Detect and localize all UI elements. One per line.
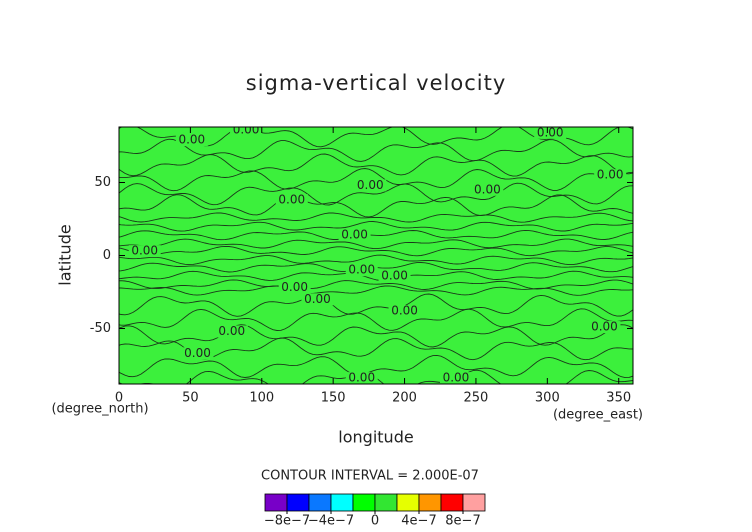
- contour-line: [119, 354, 633, 379]
- contour-label-bg: [301, 293, 334, 306]
- contour-label-bg: [275, 194, 308, 207]
- contour-label-bg: [534, 127, 567, 139]
- contour-label: 0.00: [591, 320, 618, 334]
- contour-line: [119, 168, 633, 192]
- colorbar-tick-label: −4e−7: [308, 514, 354, 529]
- contour-label-bg: [338, 229, 371, 242]
- contour-label-bg: [128, 245, 161, 258]
- contour-label: 0.00: [391, 303, 418, 317]
- contour-label-bg: [439, 372, 472, 384]
- contour-label-bg: [230, 127, 263, 136]
- colorbar-swatch: [352, 493, 376, 512]
- contour-label: 0.00: [357, 178, 384, 192]
- contour-label: 0.00: [348, 371, 375, 385]
- contour-line: [119, 308, 633, 331]
- contour-label: 0.00: [474, 182, 501, 196]
- contour-label-bg: [345, 264, 378, 277]
- contour-line: [119, 279, 633, 290]
- contour-line: [119, 153, 633, 177]
- contour-label: 0.00: [537, 125, 564, 139]
- colorbar-swatch: [264, 493, 288, 512]
- colorbar-swatch: [396, 493, 420, 512]
- x-tick-label: 0: [115, 391, 123, 406]
- contour-label: 0.00: [381, 268, 408, 282]
- x-tick-label: 250: [464, 391, 489, 406]
- contour-label-bg: [354, 179, 387, 192]
- contour-label-bg: [594, 169, 627, 182]
- colorbar-swatch: [308, 493, 332, 512]
- colorbar-swatch: [462, 493, 486, 512]
- y-tick-label: 50: [94, 175, 111, 190]
- y-axis-label: latitude: [56, 224, 75, 285]
- x-tick-label: 200: [392, 391, 417, 406]
- contour-line: [119, 229, 633, 241]
- contour-label-bg: [175, 134, 208, 147]
- contour-line: [119, 245, 633, 257]
- colorbar-tick-label: −8e−7: [264, 514, 310, 529]
- y-tick-label: -50: [90, 321, 111, 336]
- colorbar-swatch: [440, 493, 464, 512]
- contours: 0.000.00 0.000.000.00 0.000.000.000.000.00…: [119, 122, 633, 385]
- contour-label: 0.00: [218, 324, 245, 338]
- contour-line: [119, 194, 633, 218]
- chart-title: sigma-vertical velocity: [246, 71, 507, 95]
- contour-line: [119, 285, 633, 296]
- contour-line: [119, 254, 633, 266]
- colorbar-tick-label: 4e−7: [401, 514, 436, 529]
- contour-line: [119, 212, 633, 223]
- contour-label: 0.00: [178, 133, 205, 147]
- contour-label-bg: [471, 183, 504, 196]
- contour-label-bg: [181, 347, 214, 360]
- x-tick-label: 50: [182, 391, 199, 406]
- x-tick-label: 100: [249, 391, 274, 406]
- contour-label: 0.00: [184, 346, 211, 360]
- colorbar-swatch: [330, 493, 354, 512]
- x-tick-label: 300: [535, 391, 560, 406]
- contour-label: 0.00: [341, 228, 368, 242]
- contour-label-bg: [378, 269, 411, 282]
- colorbar-tick-label: 8e−7: [445, 514, 480, 529]
- x-unit: (degree_east): [553, 408, 643, 423]
- contour-label: 0.00: [278, 193, 305, 207]
- contour-line: [119, 138, 633, 162]
- contour-interval: CONTOUR INTERVAL = 2.000E-07: [261, 469, 479, 484]
- contour-label: 0.00: [597, 168, 624, 182]
- contour-line: [119, 221, 633, 232]
- contour-line: [119, 182, 633, 206]
- x-axis-label: longitude: [338, 428, 413, 447]
- contour-label: 0.00: [304, 292, 331, 306]
- contour-label-bg: [588, 321, 621, 334]
- contour-label: 0.00: [131, 244, 158, 258]
- contour-label: 0.00: [443, 371, 470, 385]
- colorbar-swatch: [286, 493, 310, 512]
- contour-label-bg: [215, 325, 248, 338]
- contour-label: 0.00: [233, 122, 260, 136]
- contour-label-bg: [278, 281, 311, 294]
- y-unit: (degree_north): [51, 402, 148, 417]
- x-tick-label: 350: [606, 391, 631, 406]
- contour-label: 0.00: [281, 280, 308, 294]
- contour-label: 0.00: [348, 263, 375, 277]
- contour-line: [119, 238, 633, 250]
- y-tick-label: 0: [103, 248, 111, 263]
- contour-line: [119, 293, 633, 317]
- colorbar-swatch: [418, 493, 442, 512]
- contour-line: [119, 324, 633, 348]
- colorbar-tick-label: 0: [371, 514, 379, 529]
- contour-line: [119, 270, 633, 282]
- contour-label-bg: [388, 304, 421, 317]
- x-tick-label: 150: [321, 391, 346, 406]
- colorbar-swatch: [374, 493, 398, 512]
- contour-label-bg: [345, 372, 378, 384]
